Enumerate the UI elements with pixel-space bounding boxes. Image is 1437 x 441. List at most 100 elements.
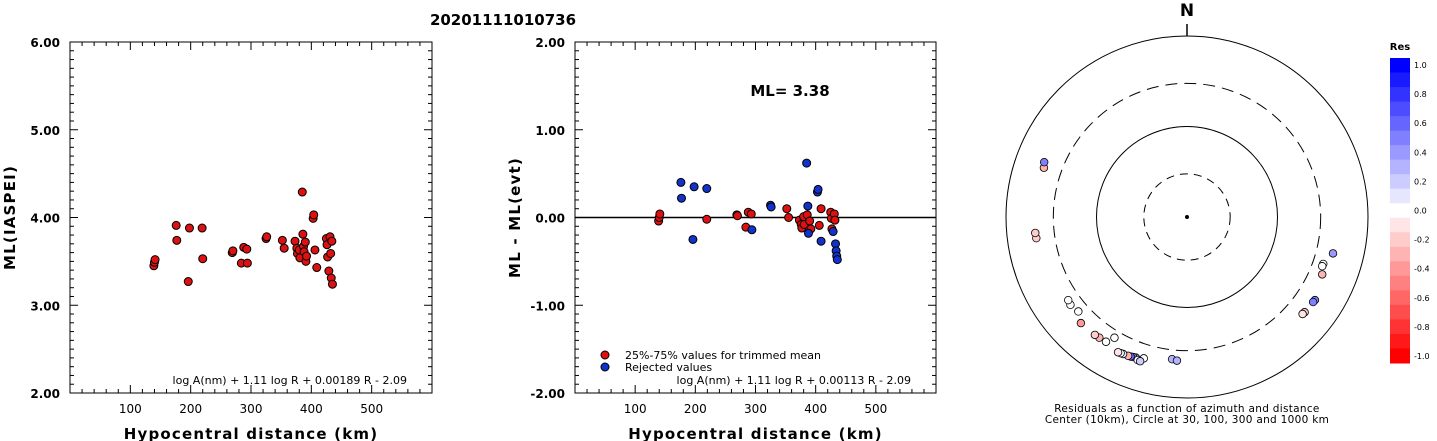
p1-data-point [198,254,208,264]
map-caption-line: Residuals as a function of azimuth and d… [1054,403,1319,415]
p2-ml-annotation: ML= 3.38 [750,82,829,100]
map-caption-line: Center (10km), Circle at 30, 100, 300 an… [1045,414,1329,426]
station-marker [1074,307,1083,316]
azimuth-residual-map: N Residuals as a function of azimuth and … [1005,1,1430,426]
p2-x-axis-label: Hypocentral distance (km) [628,425,883,441]
p2-data-point [766,202,776,212]
colorbar-swatch [1390,116,1410,132]
p1-x-axis-label: Hypocentral distance (km) [124,425,379,441]
p2-x-tick-label: 300 [744,402,767,416]
colorbar-swatch [1390,87,1410,103]
colorbar-tick-label: -0.6 [1414,294,1430,303]
colorbar-swatch [1390,203,1410,219]
p1-y-tick-label: 3.00 [30,299,60,313]
p1-data-point [309,210,319,220]
station-marker [1328,249,1338,258]
colorbar-swatch [1390,217,1410,233]
p1-data-point [242,244,252,254]
station-marker [1318,270,1327,279]
station-marker [1110,333,1119,342]
p1-data-point [327,236,337,246]
colorbar-tick-label: -0.8 [1414,323,1430,332]
p1-data-point [197,223,207,233]
station-marker [1113,348,1123,357]
colorbar-tick-label: 1.0 [1414,61,1427,70]
colorbar-swatch [1390,304,1410,320]
colorbar-swatch [1390,348,1410,364]
colorbar-swatch [1390,145,1410,161]
station-marker [1318,262,1327,271]
station-marker [1101,337,1111,346]
p2-legend-marker [600,350,610,360]
p1-y-tick-label: 2.00 [30,387,60,401]
colorbar-swatch [1390,261,1410,277]
colorbar-swatch [1390,319,1410,335]
p2-data-point [689,182,699,192]
p2-data-point [830,215,840,225]
p2-y-axis-label: ML - ML(evt) [506,157,524,278]
ring-100km [1096,126,1278,308]
p2-formula: log A(nm) + 1.11 log R + 0.00113 R - 2.0… [677,374,911,387]
p2-y-tick-label: 1.00 [535,124,565,138]
p2-legend-label: Rejected values [625,361,712,374]
p2-legend-label: 25%-75% values for trimmed mean [625,349,821,362]
p2-data-point [828,227,838,237]
station-marker [1076,318,1086,328]
colorbar-swatch [1390,159,1410,175]
p2-x-tick-label: 400 [804,402,827,416]
p2-data-point [813,184,823,194]
colorbar-swatch [1390,275,1410,291]
p2-data-point [803,201,813,211]
p1-data-point [326,248,336,258]
colorbar-swatch [1390,232,1410,248]
p2-x-tick-label: 200 [684,402,707,416]
p1-y-tick-label: 6.00 [30,36,60,50]
p2-data-point [816,204,826,214]
colorbar-tick-label: 0.4 [1414,148,1427,157]
station-marker [1135,357,1145,366]
p1-y-tick-label: 4.00 [30,212,60,226]
p1-y-axis-label: ML(IASPEI) [1,165,19,270]
north-label: N [1180,1,1194,21]
p1-data-point [298,229,308,239]
p2-y-tick-label: -2.00 [530,387,565,401]
p2-data-point [746,209,756,219]
station-marker [1039,157,1049,167]
p1-x-tick-label: 300 [240,402,263,416]
station-marker [1308,297,1318,307]
p2-x-tick-label: 100 [624,402,647,416]
p1-data-point [312,263,322,273]
p2-x-tick-label: 500 [864,402,887,416]
colorbar-title: Res [1390,42,1410,53]
p2-data-point [732,211,742,221]
colorbar-swatch [1390,72,1410,88]
p2-data-point [676,193,686,203]
p2-data-point [702,214,712,224]
p1-y-tick-label: 5.00 [30,124,60,138]
p2-data-point [676,177,686,187]
p1-x-tick-label: 500 [360,402,383,416]
p1-data-point [297,187,307,197]
p1-data-point [172,235,182,245]
colorbar-swatch [1390,246,1410,262]
p2-data-point [688,234,698,244]
p2-data-point [816,236,826,246]
p1-x-tick-label: 400 [300,402,323,416]
colorbar-swatch [1390,333,1410,349]
p1-data-point [310,245,320,255]
p1-data-point [228,246,238,256]
station-marker [1172,356,1182,365]
p1-data-point [183,277,193,287]
ml-vs-distance-chart: 100 200 300 400 500 2.00 3.00 4.00 5.00 6.00 Hypoc… [1,36,433,441]
center-marker [1185,215,1189,219]
colorbar-swatch [1390,101,1410,117]
p1-data-point [277,235,287,245]
colorbar-tick-label: 0.8 [1414,90,1427,99]
p1-data-point [327,279,337,289]
p2-data-point [802,158,812,168]
colorbar-tick-label: 0.2 [1414,177,1427,186]
p2-y-tick-label: 0.00 [535,212,565,226]
p2-data-point [832,255,842,265]
p1-x-tick-label: 200 [179,402,202,416]
